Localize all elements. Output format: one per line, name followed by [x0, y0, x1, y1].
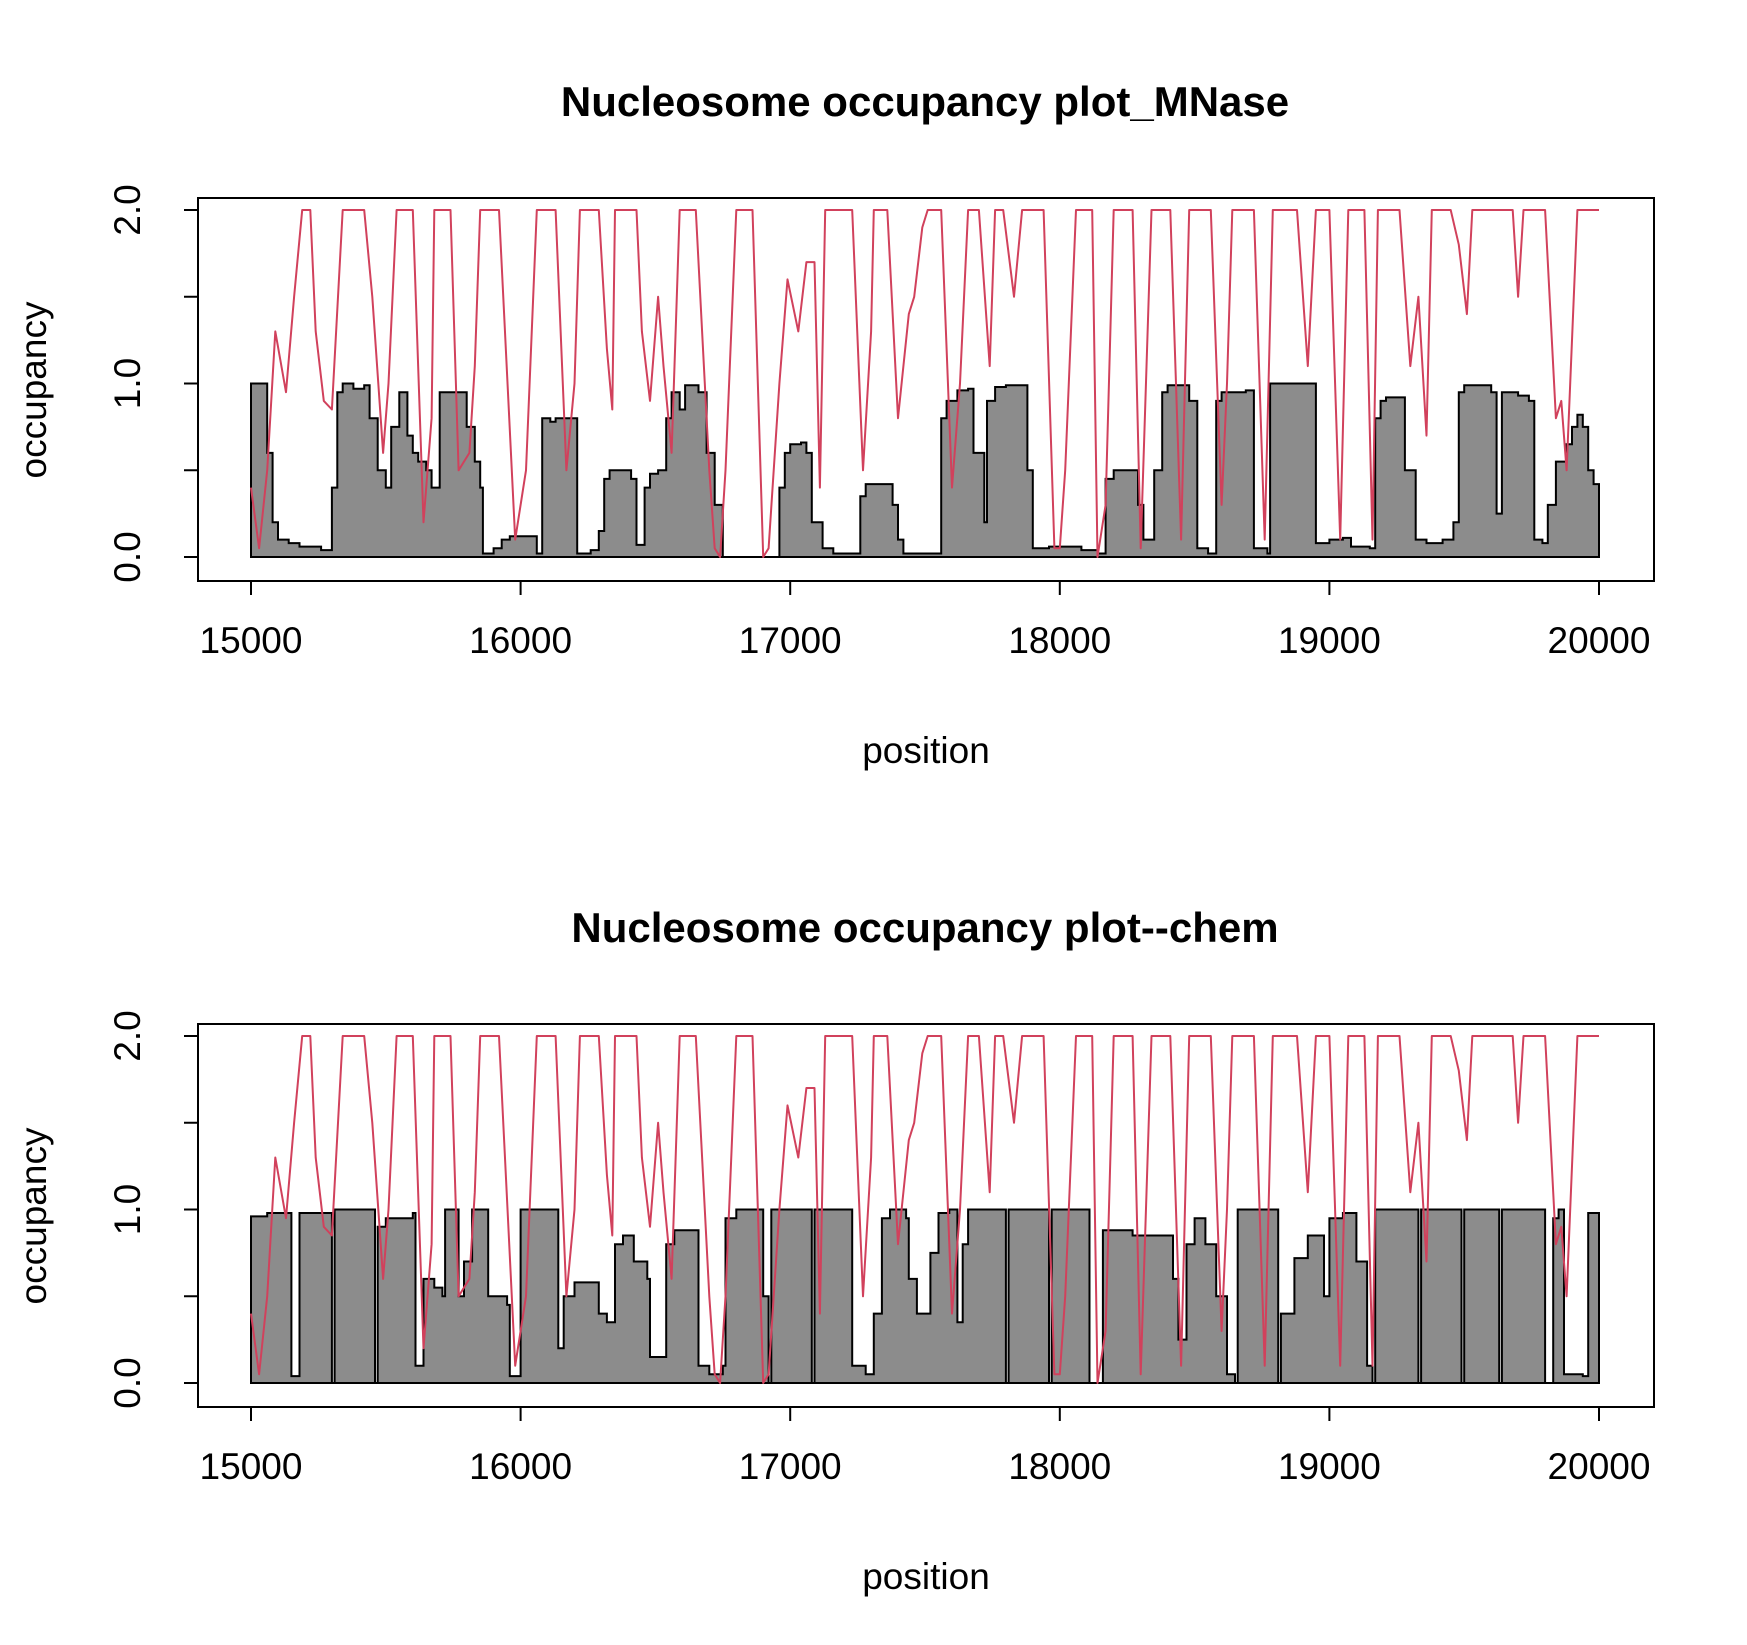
prediction-line-series: [250, 1035, 1599, 1384]
y-axis: 0.0 1.0 2.0: [107, 184, 199, 583]
y-tick-label: 1.0: [107, 1184, 148, 1235]
chart-panel-mnase: Nucleosome occupancy plot_MNase 15000 160…: [13, 78, 1655, 771]
y-tick-label: 0.0: [107, 531, 148, 582]
x-axis-label: position: [862, 730, 990, 771]
x-axis: 15000 16000 17000 18000 19000 20000: [200, 580, 1651, 661]
x-tick-label: 18000: [1008, 620, 1111, 661]
chart-panel-chem: Nucleosome occupancy plot--chem 15000 160…: [13, 904, 1655, 1597]
x-tick-label: 19000: [1278, 620, 1381, 661]
plot-area: [250, 1035, 1600, 1384]
occupancy-area-series: [250, 382, 1600, 558]
y-tick-label: 2.0: [107, 184, 148, 235]
x-tick-label: 19000: [1278, 1446, 1381, 1487]
plot-area: [250, 209, 1600, 558]
y-axis: 0.0 1.0 2.0: [107, 1010, 199, 1409]
y-tick-label: 2.0: [107, 1010, 148, 1061]
x-tick-label: 17000: [739, 1446, 842, 1487]
x-tick-label: 16000: [469, 1446, 572, 1487]
chart-title: Nucleosome occupancy plot--chem: [571, 904, 1278, 951]
chart-title: Nucleosome occupancy plot_MNase: [561, 78, 1289, 125]
x-tick-label: 16000: [469, 620, 572, 661]
x-axis: 15000 16000 17000 18000 19000 20000: [200, 1406, 1651, 1487]
y-tick-label: 0.0: [107, 1357, 148, 1408]
x-tick-label: 15000: [200, 620, 303, 661]
y-tick-label: 1.0: [107, 358, 148, 409]
y-axis-label: occupancy: [13, 301, 54, 478]
x-tick-label: 20000: [1548, 620, 1651, 661]
x-tick-label: 20000: [1548, 1446, 1651, 1487]
x-tick-label: 18000: [1008, 1446, 1111, 1487]
x-tick-label: 17000: [739, 620, 842, 661]
prediction-line-series: [250, 209, 1599, 558]
y-axis-label: occupancy: [13, 1127, 54, 1304]
x-tick-label: 15000: [200, 1446, 303, 1487]
x-axis-label: position: [862, 1556, 990, 1597]
